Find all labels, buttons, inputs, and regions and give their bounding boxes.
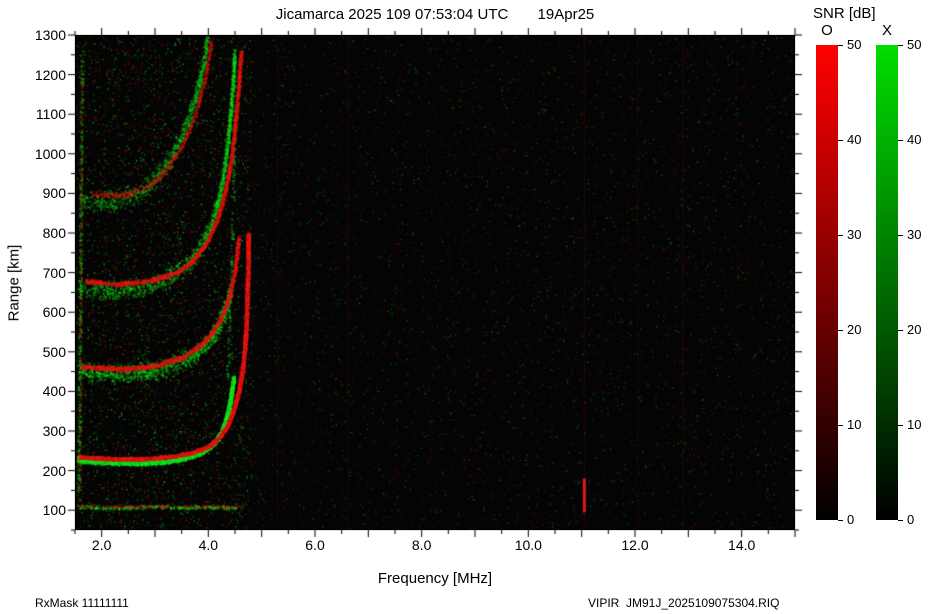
x-tick-label: 4.0 [198, 537, 219, 553]
y-tick-label: 200 [42, 462, 66, 479]
rxmask-text: RxMask 11111111 [35, 596, 129, 610]
y-tick-label: 900 [42, 185, 66, 202]
y-tick-label: 300 [42, 423, 66, 439]
y-tick-label: 1300 [34, 27, 66, 43]
colorbar-tick-label: 0 [907, 512, 915, 527]
colorbar-tick [838, 235, 843, 236]
x-tick-label: 14.0 [728, 537, 756, 553]
colorbar-tick [898, 235, 903, 236]
y-tick-label: 1100 [35, 106, 66, 123]
colorbar-tick [898, 45, 903, 46]
colorbar-tick-label: 10 [907, 417, 922, 432]
colorbar-tick-label: 30 [847, 227, 862, 242]
y-tick-label: 700 [42, 264, 66, 281]
colorbar-tick [898, 140, 903, 141]
x-tick-label: 2.0 [91, 537, 112, 553]
colorbar-tick-label: 40 [847, 132, 862, 147]
colorbar-o [816, 45, 838, 520]
colorbar-tick-label: 20 [907, 322, 922, 337]
ionogram-canvas [75, 35, 795, 530]
y-tick-label: 1000 [34, 145, 66, 162]
x-tick-label: 10.0 [514, 537, 542, 553]
data-file-text: VIPIR JM91J_2025109075304.RIQ [588, 596, 780, 610]
y-tick-label: 500 [42, 343, 66, 360]
colorbar-tick [898, 330, 903, 331]
colorbar-tick-label: 40 [907, 132, 922, 147]
x-tick-label: 8.0 [411, 537, 432, 553]
colorbar-tick [898, 425, 903, 426]
colorbar-title: SNR [dB] [813, 5, 876, 22]
colorbar-tick [838, 425, 843, 426]
y-tick-label: 100 [42, 502, 66, 519]
colorbar-tick [838, 140, 843, 141]
chart-title: Jicamarca 2025 109 07:53:04 UTC 19Apr25 [275, 6, 595, 23]
colorbar-o-label: O [821, 22, 833, 39]
colorbar-tick-label: 30 [907, 227, 922, 242]
colorbar-x-label: X [881, 22, 892, 39]
x-tick-label: 12.0 [621, 537, 649, 553]
colorbar-x [876, 45, 898, 520]
colorbar-tick-label: 50 [847, 37, 862, 52]
colorbar-tick [898, 520, 903, 521]
colorbar-tick-label: 20 [847, 322, 862, 337]
x-axis-title: Frequency [MHz] [377, 570, 493, 587]
x-tick-label: 6.0 [305, 537, 325, 553]
colorbar-tick-label: 0 [847, 512, 855, 527]
y-tick-label: 800 [42, 225, 66, 241]
y-tick-label: 400 [42, 383, 66, 400]
colorbar-tick [838, 520, 843, 521]
colorbar-tick [838, 330, 843, 331]
y-tick-label: 1200 [34, 66, 66, 83]
y-tick-label: 600 [42, 304, 66, 321]
colorbar-tick-label: 10 [847, 417, 862, 432]
colorbar-tick-label: 50 [907, 37, 922, 52]
colorbar-tick [838, 45, 843, 46]
